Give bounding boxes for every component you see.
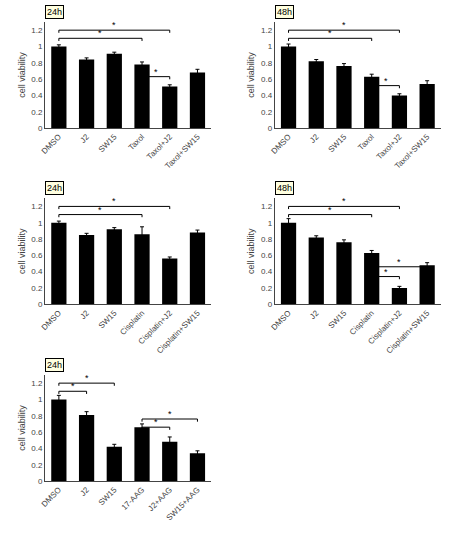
svg-text:1.2: 1.2 bbox=[31, 379, 43, 388]
svg-text:SW15: SW15 bbox=[97, 132, 119, 154]
svg-text:*: * bbox=[384, 267, 388, 277]
svg-text:cell viability: cell viability bbox=[17, 228, 27, 274]
svg-text:24h: 24h bbox=[47, 360, 62, 370]
svg-text:*: * bbox=[98, 28, 102, 38]
svg-text:Cisplatin+SW15: Cisplatin+SW15 bbox=[385, 308, 432, 355]
svg-text:J2+AAG: J2+AAG bbox=[146, 485, 174, 513]
svg-text:Cisplatin+J2: Cisplatin+J2 bbox=[137, 308, 175, 346]
svg-text:1.2: 1.2 bbox=[31, 202, 43, 211]
svg-text:*: * bbox=[328, 205, 332, 215]
svg-text:Cisplatin+SW15: Cisplatin+SW15 bbox=[155, 308, 202, 355]
svg-text:SW15: SW15 bbox=[97, 308, 119, 330]
svg-text:*: * bbox=[112, 20, 116, 30]
svg-text:1: 1 bbox=[268, 42, 273, 51]
svg-text:Taxol+J2: Taxol+J2 bbox=[375, 132, 404, 161]
svg-text:cell viability: cell viability bbox=[246, 228, 256, 274]
svg-text:48h: 48h bbox=[277, 183, 292, 193]
svg-text:0.4: 0.4 bbox=[31, 267, 43, 276]
svg-text:Cisplatin: Cisplatin bbox=[118, 309, 146, 337]
svg-text:1: 1 bbox=[38, 219, 43, 228]
svg-text:0.8: 0.8 bbox=[31, 412, 43, 421]
svg-text:J2: J2 bbox=[78, 308, 91, 321]
svg-text:0: 0 bbox=[268, 300, 273, 309]
svg-text:0.2: 0.2 bbox=[31, 108, 43, 117]
svg-text:0.8: 0.8 bbox=[31, 235, 43, 244]
svg-text:0.2: 0.2 bbox=[31, 284, 43, 293]
svg-text:Cisplatin: Cisplatin bbox=[348, 309, 376, 337]
svg-text:*: * bbox=[328, 28, 332, 38]
svg-text:*: * bbox=[98, 205, 102, 215]
svg-text:SW15: SW15 bbox=[326, 132, 348, 154]
svg-text:0: 0 bbox=[38, 477, 43, 486]
svg-text:1.2: 1.2 bbox=[261, 26, 273, 35]
svg-text:*: * bbox=[384, 76, 388, 86]
svg-text:0.6: 0.6 bbox=[261, 75, 273, 84]
svg-text:0.4: 0.4 bbox=[261, 267, 273, 276]
svg-text:*: * bbox=[168, 409, 172, 419]
svg-text:Cisplatin+J2: Cisplatin+J2 bbox=[366, 308, 404, 346]
svg-text:DMSO: DMSO bbox=[269, 133, 292, 156]
svg-text:1.2: 1.2 bbox=[31, 26, 43, 35]
svg-text:*: * bbox=[342, 196, 346, 206]
svg-text:Taxol+J2: Taxol+J2 bbox=[145, 132, 174, 161]
svg-text:*: * bbox=[112, 196, 116, 206]
svg-text:*: * bbox=[71, 381, 75, 391]
svg-text:24h: 24h bbox=[47, 183, 62, 193]
svg-text:*: * bbox=[154, 417, 158, 427]
svg-text:Taxol: Taxol bbox=[127, 132, 147, 152]
svg-text:SW15: SW15 bbox=[326, 308, 348, 330]
svg-text:*: * bbox=[85, 373, 89, 383]
svg-text:J2: J2 bbox=[308, 308, 321, 321]
svg-text:0.6: 0.6 bbox=[31, 428, 43, 437]
svg-text:0.4: 0.4 bbox=[31, 91, 43, 100]
svg-text:1: 1 bbox=[268, 219, 273, 228]
svg-text:0.8: 0.8 bbox=[261, 59, 273, 68]
svg-text:0.2: 0.2 bbox=[261, 284, 273, 293]
svg-text:0.4: 0.4 bbox=[261, 91, 273, 100]
svg-text:Taxol+SW15: Taxol+SW15 bbox=[393, 132, 432, 171]
svg-text:J2: J2 bbox=[78, 485, 91, 498]
svg-text:Taxol: Taxol bbox=[356, 132, 376, 152]
svg-text:0.4: 0.4 bbox=[31, 444, 43, 453]
svg-text:48h: 48h bbox=[277, 7, 292, 17]
svg-text:J2: J2 bbox=[78, 132, 91, 145]
svg-text:DMSO: DMSO bbox=[40, 309, 63, 332]
svg-text:cell viability: cell viability bbox=[246, 52, 256, 98]
svg-text:0: 0 bbox=[38, 124, 43, 133]
svg-text:0: 0 bbox=[38, 300, 43, 309]
svg-text:*: * bbox=[342, 20, 346, 30]
svg-text:DMSO: DMSO bbox=[269, 309, 292, 332]
svg-text:cell viability: cell viability bbox=[17, 405, 27, 451]
svg-text:cell viability: cell viability bbox=[17, 52, 27, 98]
svg-text:*: * bbox=[397, 257, 401, 267]
svg-text:1.2: 1.2 bbox=[261, 202, 273, 211]
svg-text:0.6: 0.6 bbox=[31, 251, 43, 260]
svg-text:0.8: 0.8 bbox=[261, 235, 273, 244]
svg-text:1: 1 bbox=[38, 395, 43, 404]
svg-text:17-AAG: 17-AAG bbox=[120, 485, 146, 511]
svg-text:0: 0 bbox=[268, 124, 273, 133]
svg-text:SW15: SW15 bbox=[97, 485, 119, 507]
svg-text:DMSO: DMSO bbox=[40, 485, 63, 508]
svg-text:0.2: 0.2 bbox=[31, 460, 43, 469]
svg-text:Taxol+SW15: Taxol+SW15 bbox=[163, 132, 202, 171]
svg-text:1: 1 bbox=[38, 42, 43, 51]
svg-text:24h: 24h bbox=[47, 7, 62, 17]
svg-text:0.2: 0.2 bbox=[261, 108, 273, 117]
svg-text:SW15+AAG: SW15+AAG bbox=[165, 485, 202, 522]
svg-text:0.6: 0.6 bbox=[261, 251, 273, 260]
svg-text:DMSO: DMSO bbox=[40, 133, 63, 156]
svg-text:J2: J2 bbox=[308, 132, 321, 145]
svg-text:0.8: 0.8 bbox=[31, 59, 43, 68]
svg-text:0.6: 0.6 bbox=[31, 75, 43, 84]
svg-text:*: * bbox=[154, 67, 158, 77]
